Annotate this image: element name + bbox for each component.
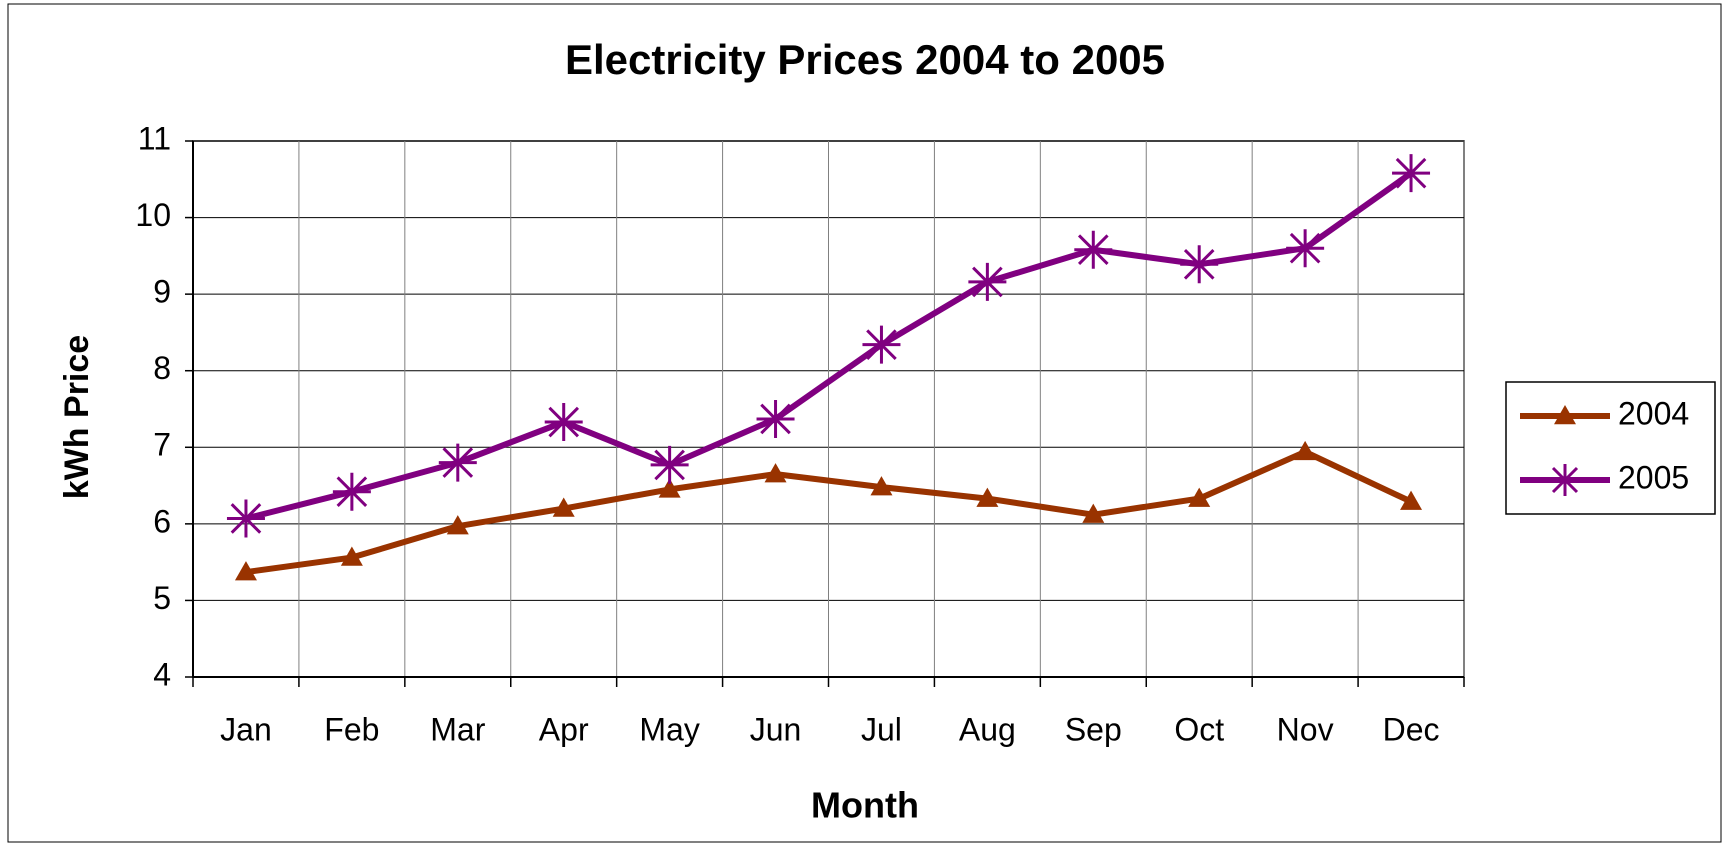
line	[245, 170, 1413, 522]
x-tick-label: Feb	[324, 711, 379, 747]
marker	[234, 561, 257, 581]
x-axis-label: Month	[811, 785, 919, 826]
marker	[226, 499, 265, 538]
marker	[658, 478, 681, 498]
marker	[764, 463, 787, 483]
marker	[1392, 154, 1431, 193]
marker	[756, 399, 795, 438]
x-tick-label: Apr	[539, 711, 589, 747]
marker	[544, 403, 583, 442]
marker	[976, 487, 999, 507]
line	[245, 448, 1413, 576]
marker	[1294, 440, 1317, 461]
x-tick-label: Jun	[750, 711, 802, 747]
y-tick-label: 10	[135, 197, 171, 233]
x-tick-label: Jan	[220, 711, 272, 747]
x-tick-label: Jul	[861, 711, 902, 747]
marker	[650, 445, 689, 484]
marker	[332, 472, 371, 511]
marker	[1400, 490, 1423, 510]
y-tick-label: 9	[153, 274, 171, 310]
marker	[1082, 503, 1105, 523]
marker	[1180, 245, 1219, 284]
x-tick-label: Oct	[1174, 711, 1224, 747]
marker	[862, 325, 901, 364]
marker	[552, 497, 575, 517]
marker	[1286, 229, 1325, 268]
x-tick-label: Sep	[1065, 711, 1122, 747]
legend-label: 2005	[1618, 459, 1689, 495]
x-tick-label: May	[639, 711, 699, 747]
marker	[1188, 487, 1211, 507]
marker	[1074, 230, 1113, 269]
marker	[1549, 464, 1581, 496]
y-tick-label: 6	[153, 503, 171, 539]
y-axis-label: kWh Price	[58, 335, 96, 499]
y-tick-label: 4	[153, 656, 171, 692]
legend-box	[1505, 381, 1716, 515]
marker	[968, 262, 1007, 301]
y-tick-label: 8	[153, 350, 171, 386]
y-tick-label: 11	[138, 120, 171, 156]
marker	[438, 443, 477, 482]
marker	[446, 515, 469, 535]
y-tick-label: 5	[153, 580, 171, 616]
marker	[870, 476, 893, 496]
x-tick-label: Mar	[430, 711, 485, 747]
marker	[1554, 405, 1576, 425]
legend-label: 2004	[1618, 395, 1689, 431]
x-tick-label: Nov	[1277, 711, 1334, 747]
x-tick-label: Aug	[959, 711, 1016, 747]
x-tick-label: Dec	[1383, 711, 1440, 747]
y-tick-label: 7	[153, 427, 171, 463]
marker	[340, 546, 363, 566]
chart-title: Electricity Prices 2004 to 2005	[565, 36, 1165, 83]
